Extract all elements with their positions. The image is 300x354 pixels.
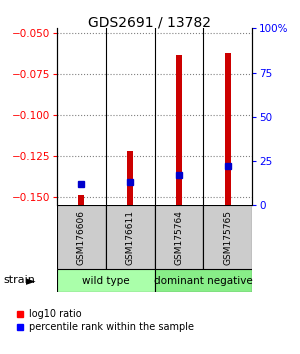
Text: dominant negative: dominant negative [154, 275, 253, 286]
Bar [106, 205, 154, 269]
Bar [176, 55, 182, 205]
Text: GDS2691 / 13782: GDS2691 / 13782 [88, 16, 212, 30]
Bar [127, 151, 133, 205]
Bar [203, 205, 252, 269]
Bar [154, 269, 252, 292]
Bar [225, 53, 231, 205]
Legend: log10 ratio, percentile rank within the sample: log10 ratio, percentile rank within the … [17, 309, 194, 332]
Text: wild type: wild type [82, 275, 130, 286]
Bar [79, 195, 84, 205]
Text: GSM176606: GSM176606 [77, 210, 86, 265]
Text: GSM175765: GSM175765 [223, 210, 232, 265]
Bar [57, 269, 154, 292]
Bar [57, 205, 106, 269]
Text: ►: ► [26, 275, 35, 288]
Text: GSM176611: GSM176611 [126, 210, 135, 265]
Text: strain: strain [3, 275, 35, 285]
Text: GSM175764: GSM175764 [174, 210, 183, 265]
Bar [154, 205, 203, 269]
